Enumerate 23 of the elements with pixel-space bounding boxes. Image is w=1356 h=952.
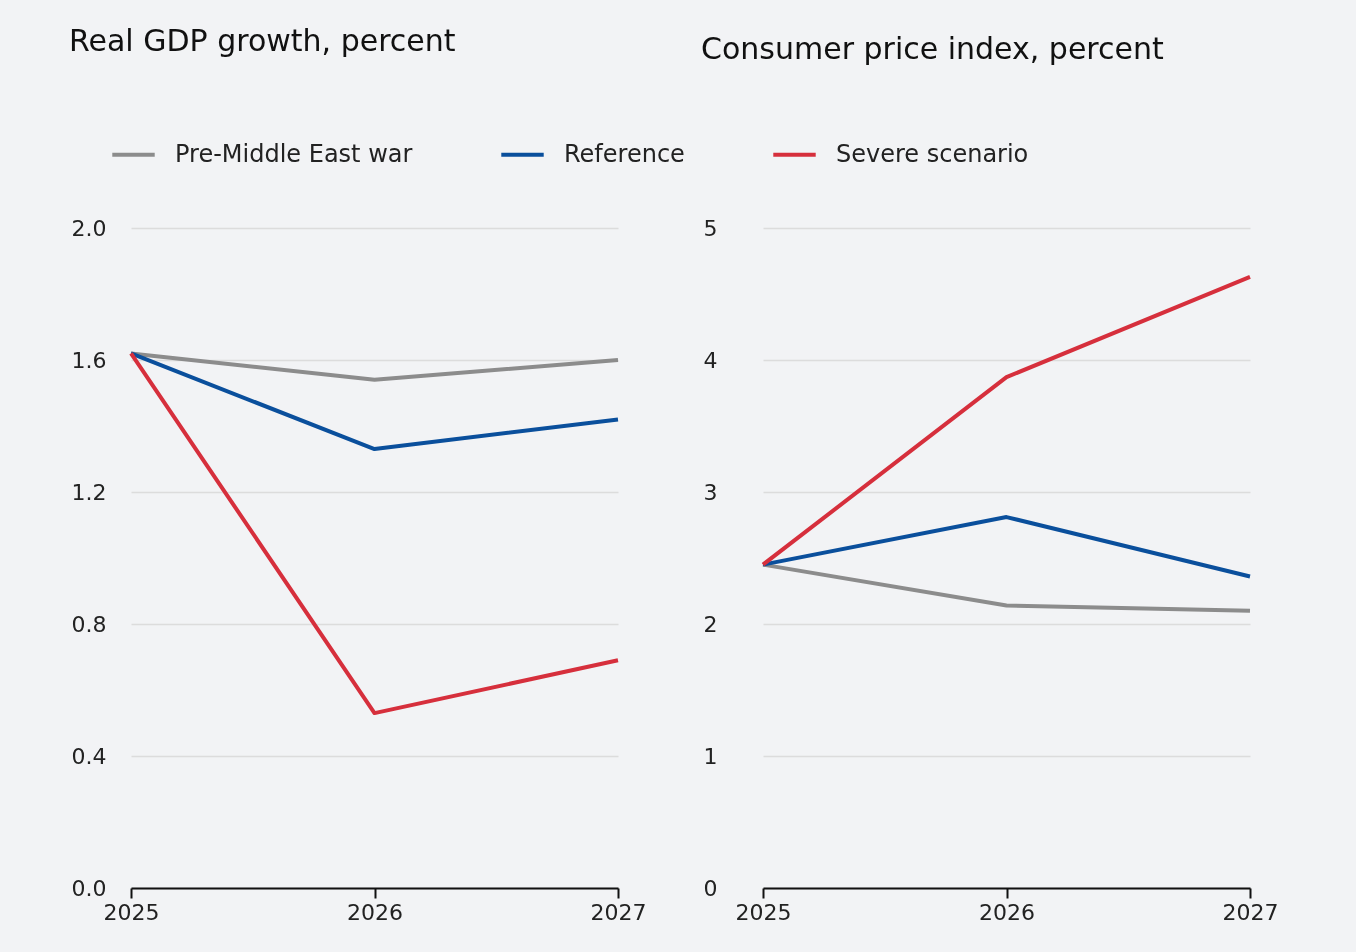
y-tick-label: 0.0: [71, 875, 107, 901]
legend-label: Pre-Middle East war: [175, 139, 413, 168]
y-tick-label: 1.2: [71, 479, 107, 505]
x-tick-label: 2026: [979, 899, 1035, 925]
y-tick-label: 4: [703, 347, 718, 373]
y-tick-label: 1.6: [71, 347, 107, 373]
x-tick-label: 2025: [735, 899, 792, 925]
x-tick-label: 2027: [590, 899, 647, 925]
y-tick-label: 3: [703, 479, 718, 505]
y-tick-label: 0: [703, 875, 718, 901]
y-tick-label: 2: [703, 611, 718, 637]
chart-title: Consumer price index, percent: [701, 31, 1164, 66]
y-tick-label: 1: [703, 743, 718, 769]
legend-label: Reference: [564, 139, 685, 168]
y-tick-label: 0.8: [71, 611, 107, 637]
y-tick-label: 5: [703, 215, 718, 241]
x-tick-label: 2026: [347, 899, 403, 925]
x-tick-label: 2025: [103, 899, 160, 925]
x-tick-label: 2027: [1222, 899, 1279, 925]
chart-title: Real GDP growth, percent: [69, 23, 456, 58]
y-tick-label: 0.4: [71, 743, 107, 769]
legend-label: Severe scenario: [836, 139, 1029, 168]
y-tick-label: 2.0: [71, 215, 107, 241]
